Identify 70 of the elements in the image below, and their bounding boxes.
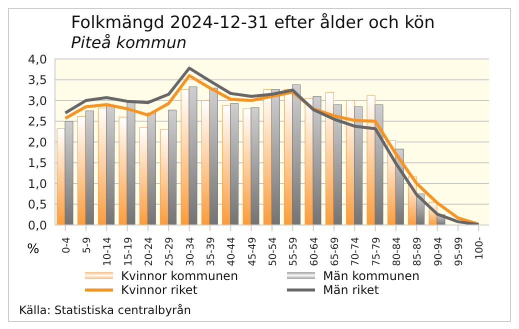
x-tick-label: 55-59 (288, 237, 300, 266)
y-tick-label: 1,0 (28, 176, 47, 191)
x-tick-label: 10-14 (102, 237, 114, 266)
x-tick-label: 30-34 (185, 237, 196, 266)
x-tick-label: 35-39 (206, 237, 217, 266)
bar (304, 98, 314, 225)
legend-label: Kvinnor kommunen (121, 269, 238, 283)
bar (284, 89, 293, 225)
x-tick-label: 50-54 (268, 237, 279, 266)
bar (106, 106, 115, 225)
bar (292, 84, 301, 225)
x-tick-label: 25-29 (164, 237, 176, 266)
bar (230, 103, 239, 225)
x-tick-label: 60-64 (309, 237, 320, 266)
x-tick-label: 40-44 (226, 237, 238, 266)
bar (147, 112, 156, 225)
bar (126, 101, 136, 225)
bar (188, 86, 198, 225)
bar (160, 129, 169, 225)
y-tick-label: 3,0 (28, 94, 47, 108)
legend-label: Män riket (323, 283, 380, 297)
y-axis-title: % (27, 242, 40, 257)
x-tick-label: 20-24 (144, 237, 155, 266)
bar (354, 106, 363, 225)
x-tick-label: 100- (474, 236, 486, 260)
x-tick-label: 80-84 (392, 237, 403, 266)
bar (168, 110, 177, 225)
y-tick-label: 0,0 (28, 218, 47, 232)
bar (180, 89, 190, 225)
chart-subtitle: Piteå kommun (71, 33, 188, 53)
bar (346, 100, 355, 225)
bar (374, 104, 384, 225)
bar (325, 92, 334, 225)
x-tick-label: 75-79 (371, 237, 382, 266)
y-tick-label: 4,0 (28, 52, 47, 66)
y-tick-label: 0,5 (28, 198, 47, 212)
x-tick-label: 85-89 (412, 237, 424, 266)
bar (118, 116, 128, 225)
bar (222, 105, 231, 225)
x-tick-label: 65-69 (330, 237, 341, 266)
bar (56, 128, 66, 225)
x-tick-label: 90-94 (433, 237, 444, 266)
bar (139, 127, 148, 225)
bar (366, 95, 376, 225)
y-tick-label: 2,5 (28, 114, 47, 129)
bar (263, 89, 272, 225)
chart-title: Folkmängd 2024-12-31 efter ålder och kön (71, 13, 436, 33)
x-tick-label: 45-49 (247, 237, 258, 266)
text: Källa: Statistiska centralbyrån (19, 303, 192, 317)
bar (209, 88, 218, 225)
legend-label: Kvinnor riket (121, 283, 198, 297)
x-tick-label: 70-74 (350, 237, 362, 266)
bar (77, 116, 86, 225)
bar (201, 100, 210, 225)
legend-label: Män kommunen (323, 269, 420, 283)
bar (271, 89, 280, 225)
x-tick-label: 5-9 (82, 237, 93, 254)
bar (242, 108, 252, 225)
bar (333, 104, 342, 225)
x-tick-label: 0-4 (61, 237, 72, 254)
x-tick-label: 15-19 (123, 237, 134, 266)
x-tick-label: 95-99 (454, 237, 465, 266)
bar (250, 107, 260, 225)
bar (98, 108, 107, 225)
bar (64, 121, 74, 225)
y-tick-label: 2,0 (28, 135, 47, 150)
bar (312, 96, 322, 225)
y-tick-label: 1,5 (28, 156, 47, 170)
bar (85, 110, 94, 225)
y-tick-label: 3,5 (28, 73, 47, 88)
